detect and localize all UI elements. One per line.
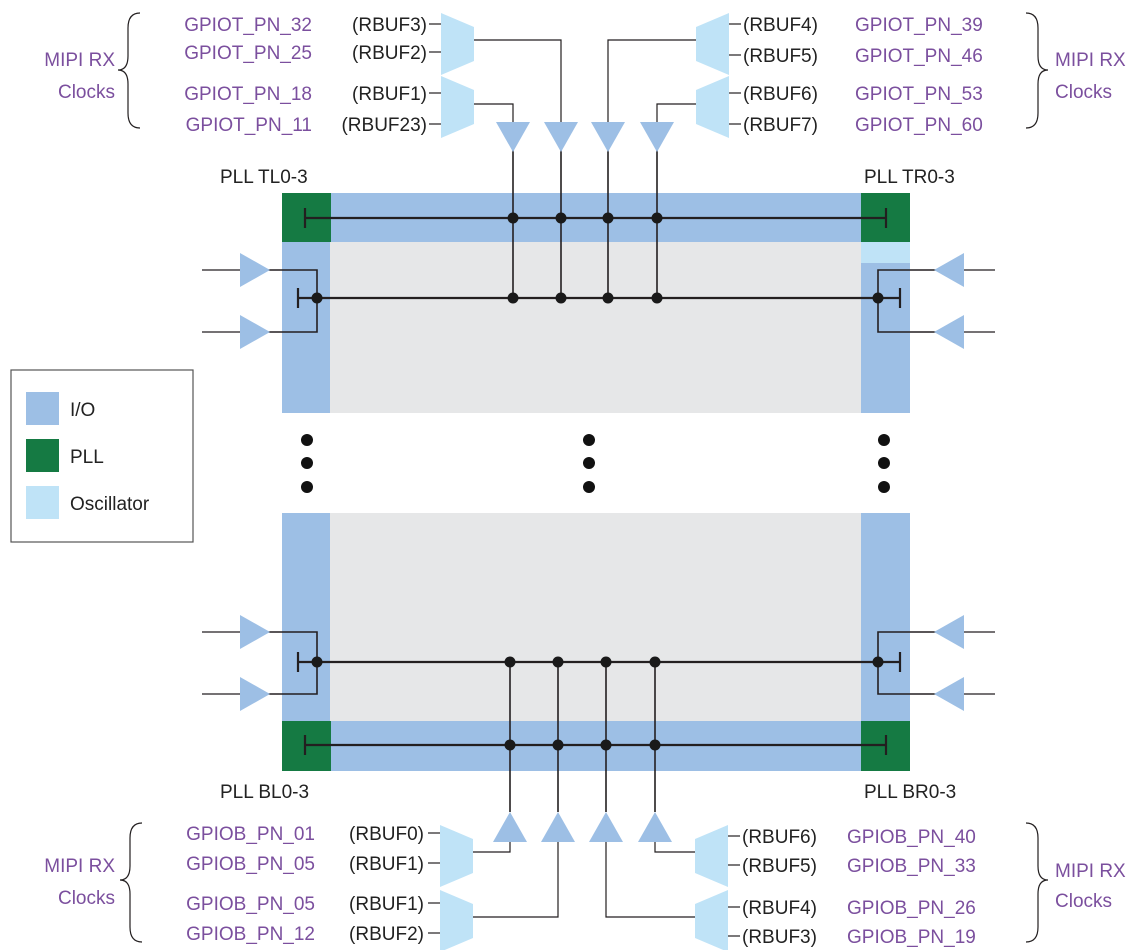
bottom-muxes: [428, 825, 740, 950]
buffer-triangle-up: [493, 812, 527, 842]
rbuf-label: (RBUF1): [352, 84, 427, 105]
mux-tr-1: [696, 13, 729, 75]
pin-label: GPIOB_PN_01: [186, 824, 315, 845]
buffer-triangle-left: [240, 615, 270, 649]
buffer-triangle-right: [934, 677, 964, 711]
buffer-triangle-right: [934, 615, 964, 649]
group-label-tr-2: Clocks: [1055, 82, 1112, 103]
buffer-triangle-down: [591, 122, 625, 152]
pll-label-tl: PLL TL0-3: [220, 167, 308, 188]
buffer-triangle-down: [496, 122, 530, 152]
pin-label: GPIOB_PN_40: [847, 827, 976, 848]
buffer-triangle-left: [240, 677, 270, 711]
bottom-input-buffers: [493, 812, 672, 842]
legend-swatch-pll: [26, 439, 59, 472]
mux-br-2: [695, 890, 728, 950]
mux-tr-2: [696, 76, 729, 138]
pll-label-br: PLL BR0-3: [864, 782, 956, 803]
top-muxes: [429, 13, 741, 138]
legend: I/O PLL Oscillator: [10, 369, 194, 543]
top-block: [282, 193, 910, 413]
rbuf-label: (RBUF7): [743, 115, 818, 136]
group-label-bl-1: MIPI RX: [44, 856, 115, 877]
buffer-triangle-up: [638, 812, 672, 842]
pin-label: GPIOB_PN_12: [186, 924, 315, 945]
buffer-triangle-left: [240, 253, 270, 287]
rbuf-label: (RBUF6): [742, 827, 817, 848]
group-label-bl-2: Clocks: [58, 888, 115, 909]
bottom-right-pin-labels: (RBUF6) GPIOB_PN_40 (RBUF5) GPIOB_PN_33 …: [742, 827, 976, 948]
mux-bl-2: [440, 890, 473, 950]
rbuf-label: (RBUF0): [349, 824, 424, 845]
top-clock-bus: [268, 150, 936, 333]
bottom-block: [282, 513, 910, 771]
pin-label: GPIOT_PN_53: [855, 84, 983, 105]
buffer-triangle-left: [240, 315, 270, 349]
rbuf-label: (RBUF5): [743, 46, 818, 67]
rbuf-label: (RBUF3): [742, 927, 817, 948]
top-left-pin-labels: GPIOT_PN_32 (RBUF3) GPIOT_PN_25 (RBUF2) …: [184, 15, 427, 136]
pll-labels: PLL TL0-3 PLL TR0-3 PLL BL0-3 PLL BR0-3: [220, 167, 956, 803]
buffer-triangle-right: [934, 315, 964, 349]
mux-bl-1: [440, 825, 473, 887]
pll-label-tr: PLL TR0-3: [864, 167, 955, 188]
pin-label: GPIOB_PN_05: [186, 854, 315, 875]
buffer-triangle-up: [541, 812, 575, 842]
top-right-pin-labels: (RBUF4) GPIOT_PN_39 (RBUF5) GPIOT_PN_46 …: [743, 15, 983, 136]
legend-swatch-oscillator: [26, 486, 59, 519]
rbuf-label: (RBUF23): [341, 115, 427, 136]
oscillator-block: [861, 242, 910, 263]
pin-label: GPIOT_PN_39: [855, 15, 983, 36]
group-label-tl-2: Clocks: [58, 82, 115, 103]
rbuf-label: (RBUF2): [352, 43, 427, 64]
pin-label: GPIOB_PN_19: [847, 927, 976, 948]
mux-br-1: [695, 825, 728, 887]
rbuf-label: (RBUF6): [743, 84, 818, 105]
bottom-clock-bus: [268, 631, 936, 812]
rbuf-label: (RBUF2): [349, 924, 424, 945]
pin-label: GPIOB_PN_05: [186, 894, 315, 915]
legend-label-oscillator: Oscillator: [70, 494, 150, 515]
mux-tl-1: [441, 13, 474, 75]
rbuf-label: (RBUF4): [742, 898, 817, 919]
pin-label: GPIOT_PN_60: [855, 115, 983, 136]
group-labels: MIPI RX Clocks MIPI RX Clocks MIPI RX Cl…: [44, 50, 1126, 912]
pin-label: GPIOB_PN_26: [847, 898, 976, 919]
pll-label-bl: PLL BL0-3: [220, 782, 309, 803]
rbuf-label: (RBUF5): [742, 856, 817, 877]
buffer-triangle-right: [934, 253, 964, 287]
pin-label: GPIOB_PN_33: [847, 856, 976, 877]
braces: [117, 12, 1049, 943]
group-label-br-1: MIPI RX: [1055, 861, 1126, 882]
group-label-tr-1: MIPI RX: [1055, 50, 1126, 71]
rbuf-label: (RBUF1): [349, 854, 424, 875]
legend-swatch-io: [26, 392, 59, 425]
rbuf-label: (RBUF4): [743, 15, 818, 36]
rbuf-label: (RBUF3): [352, 15, 427, 36]
buffer-triangle-up: [589, 812, 623, 842]
pin-label: GPIOT_PN_32: [184, 15, 312, 36]
mux-tl-2: [441, 76, 474, 138]
top-input-buffers: [496, 122, 674, 152]
buffer-triangle-down: [640, 122, 674, 152]
pin-label: GPIOT_PN_11: [186, 115, 312, 136]
pin-label: GPIOT_PN_25: [184, 43, 312, 64]
bottom-left-pin-labels: GPIOB_PN_01 (RBUF0) GPIOB_PN_05 (RBUF1) …: [186, 824, 424, 945]
ellipsis-dots: [301, 434, 890, 493]
bottom-core: [330, 513, 861, 721]
top-core: [330, 242, 861, 413]
side-buffers: [202, 253, 995, 711]
buffer-triangle-down: [544, 122, 578, 152]
legend-label-pll: PLL: [70, 447, 104, 468]
rbuf-label: (RBUF1): [349, 894, 424, 915]
legend-label-io: I/O: [70, 400, 95, 421]
pin-label: GPIOT_PN_46: [855, 46, 983, 67]
group-label-br-2: Clocks: [1055, 891, 1112, 912]
pin-label: GPIOT_PN_18: [184, 84, 312, 105]
group-label-tl-1: MIPI RX: [44, 50, 115, 71]
